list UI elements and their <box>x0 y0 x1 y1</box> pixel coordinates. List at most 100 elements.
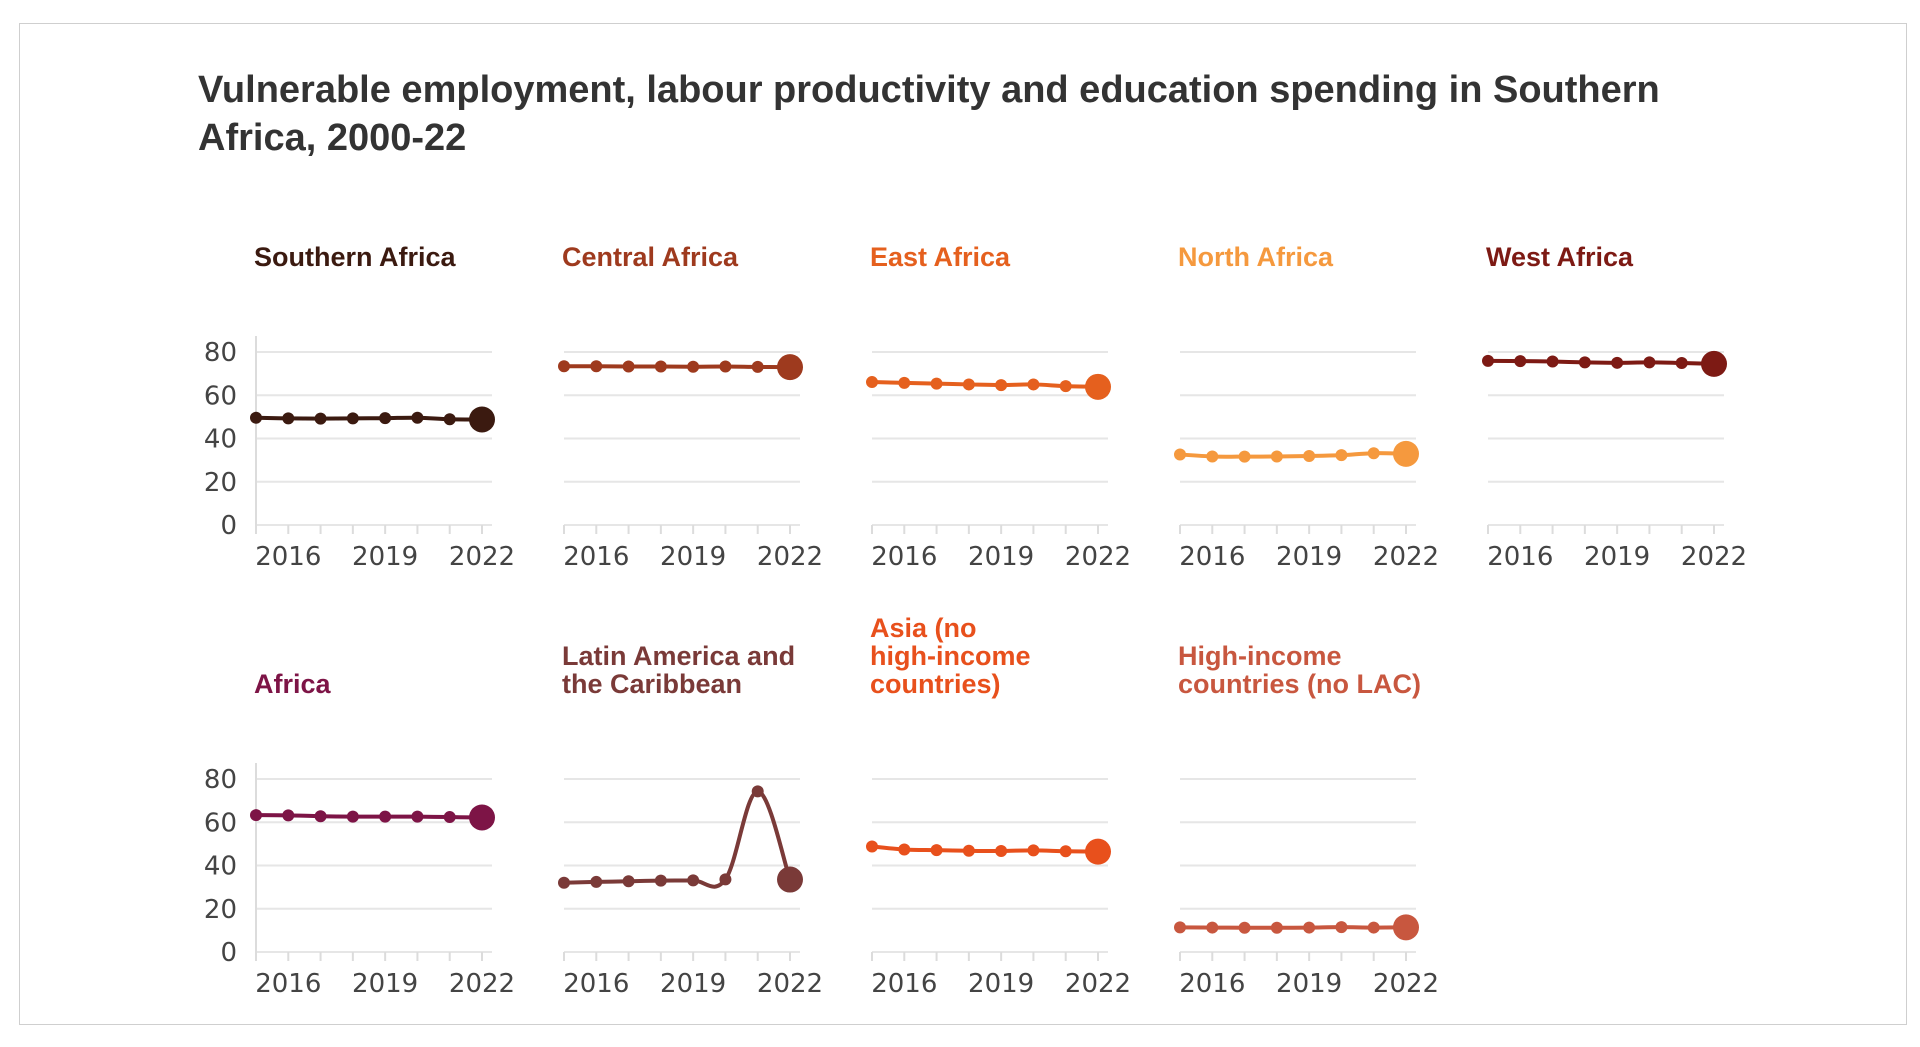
panel-east-africa: East Africa 2016 2019 2022 <box>866 242 1131 572</box>
chart-title: Vulnerable employment, labour productivi… <box>198 69 1660 159</box>
x-tick-label: 2019 <box>968 542 1034 572</box>
x-tick-label: 2019 <box>352 969 418 999</box>
panel-north-africa: North Africa 2016 2019 2022 <box>1174 242 1439 572</box>
y-tick-label: 80 <box>204 338 237 368</box>
data-point <box>719 873 732 886</box>
panel-title: North Africa <box>1178 242 1334 272</box>
data-point <box>1059 380 1072 393</box>
x-tick-label: 2022 <box>1373 542 1439 572</box>
data-point <box>379 810 392 823</box>
panel-title: Central Africa <box>562 242 739 272</box>
x-tick-label: 2022 <box>449 969 515 999</box>
data-point <box>1675 357 1688 370</box>
data-point <box>1027 844 1040 857</box>
x-tick-label: 2016 <box>1179 542 1245 572</box>
x-tick-label: 2019 <box>352 542 418 572</box>
data-point <box>898 376 911 389</box>
data-point <box>930 844 943 857</box>
data-point <box>443 811 456 824</box>
panel-high-income-countries-no-lac: High-income countries (no LAC) 2016 2019 202… <box>1174 641 1439 999</box>
x-tick-label: 2016 <box>563 969 629 999</box>
data-point <box>622 875 635 888</box>
data-point <box>1546 355 1559 368</box>
x-tick-label: 2022 <box>757 969 823 999</box>
x-tick-label: 2019 <box>1276 969 1342 999</box>
panel-title: High-income countries (no LAC) <box>1178 641 1421 699</box>
panel-central-africa: Central Africa 2016 2019 2022 <box>558 242 823 572</box>
data-point <box>866 376 878 389</box>
x-tick-label: 2019 <box>1584 542 1650 572</box>
data-point <box>962 378 975 391</box>
x-tick-label: 2016 <box>1179 969 1245 999</box>
x-tick-label: 2022 <box>449 542 515 572</box>
data-point-latest <box>469 804 495 831</box>
panel-latin-america-and-the-caribbean: Latin America and the Caribbean 2016 2019 20… <box>558 641 823 999</box>
data-point <box>622 360 635 373</box>
x-tick-label: 2019 <box>660 969 726 999</box>
panel-title-line: Latin America and <box>562 641 795 671</box>
data-point <box>250 411 262 424</box>
y-tick-label: 60 <box>204 808 237 838</box>
x-tick-label: 2022 <box>1373 969 1439 999</box>
panel-title-line: countries) <box>870 669 1001 699</box>
data-point <box>1238 921 1251 934</box>
data-point <box>314 810 327 823</box>
data-point <box>1578 356 1591 369</box>
data-point <box>1206 921 1219 934</box>
data-point <box>346 810 359 823</box>
data-point <box>1303 921 1316 934</box>
y-tick-label: 0 <box>220 938 237 968</box>
data-point <box>1238 450 1251 463</box>
y-tick-label: 80 <box>204 765 237 795</box>
data-point <box>411 411 424 424</box>
data-point <box>1643 356 1656 369</box>
data-point <box>1174 448 1186 461</box>
x-tick-label: 2022 <box>757 542 823 572</box>
data-point-latest <box>1701 350 1727 377</box>
data-point <box>687 874 700 887</box>
data-point <box>1335 449 1348 462</box>
data-point <box>995 845 1008 858</box>
panel-title: Africa <box>254 669 332 699</box>
data-point-latest <box>1393 440 1419 467</box>
data-point <box>443 413 456 426</box>
y-tick-label: 40 <box>204 425 237 455</box>
data-point-latest <box>777 866 803 893</box>
x-tick-label: 2016 <box>255 542 321 572</box>
data-point <box>590 360 603 373</box>
x-tick-label: 2016 <box>563 542 629 572</box>
data-point <box>1059 845 1072 858</box>
panel-title-line: East Africa <box>870 242 1011 272</box>
data-point <box>898 843 911 856</box>
x-tick-label: 2016 <box>871 969 937 999</box>
data-point <box>751 360 764 373</box>
y-tick-label: 20 <box>204 895 237 925</box>
x-tick-label: 2019 <box>1276 542 1342 572</box>
data-point <box>719 360 732 373</box>
y-tick-label: 60 <box>204 381 237 411</box>
data-point <box>1367 921 1380 934</box>
panel-title-line: West Africa <box>1486 242 1634 272</box>
data-point <box>1303 450 1316 463</box>
y-tick-label: 40 <box>204 852 237 882</box>
panel-title-line: high-income <box>870 641 1031 671</box>
data-point <box>282 412 295 425</box>
panel-title: Latin America and the Caribbean <box>562 641 795 699</box>
data-point <box>282 809 295 822</box>
panel-title: West Africa <box>1486 242 1634 272</box>
data-point <box>866 840 878 853</box>
y-tick-label: 20 <box>204 468 237 498</box>
panel-title: East Africa <box>870 242 1011 272</box>
data-point <box>346 412 359 425</box>
data-point-latest <box>1085 373 1111 400</box>
data-point <box>558 876 570 889</box>
panel-title: Asia (no high-income countries) <box>870 613 1031 699</box>
panel-title-line: North Africa <box>1178 242 1334 272</box>
x-tick-label: 2019 <box>660 542 726 572</box>
data-point <box>1482 354 1494 367</box>
data-point-latest <box>469 406 495 433</box>
panel-africa: Africa 2016 2019 2022 80 60 40 20 0 <box>204 669 515 999</box>
x-tick-label: 2016 <box>871 542 937 572</box>
data-point <box>1335 921 1348 934</box>
panel-title-line: Central Africa <box>562 242 739 272</box>
